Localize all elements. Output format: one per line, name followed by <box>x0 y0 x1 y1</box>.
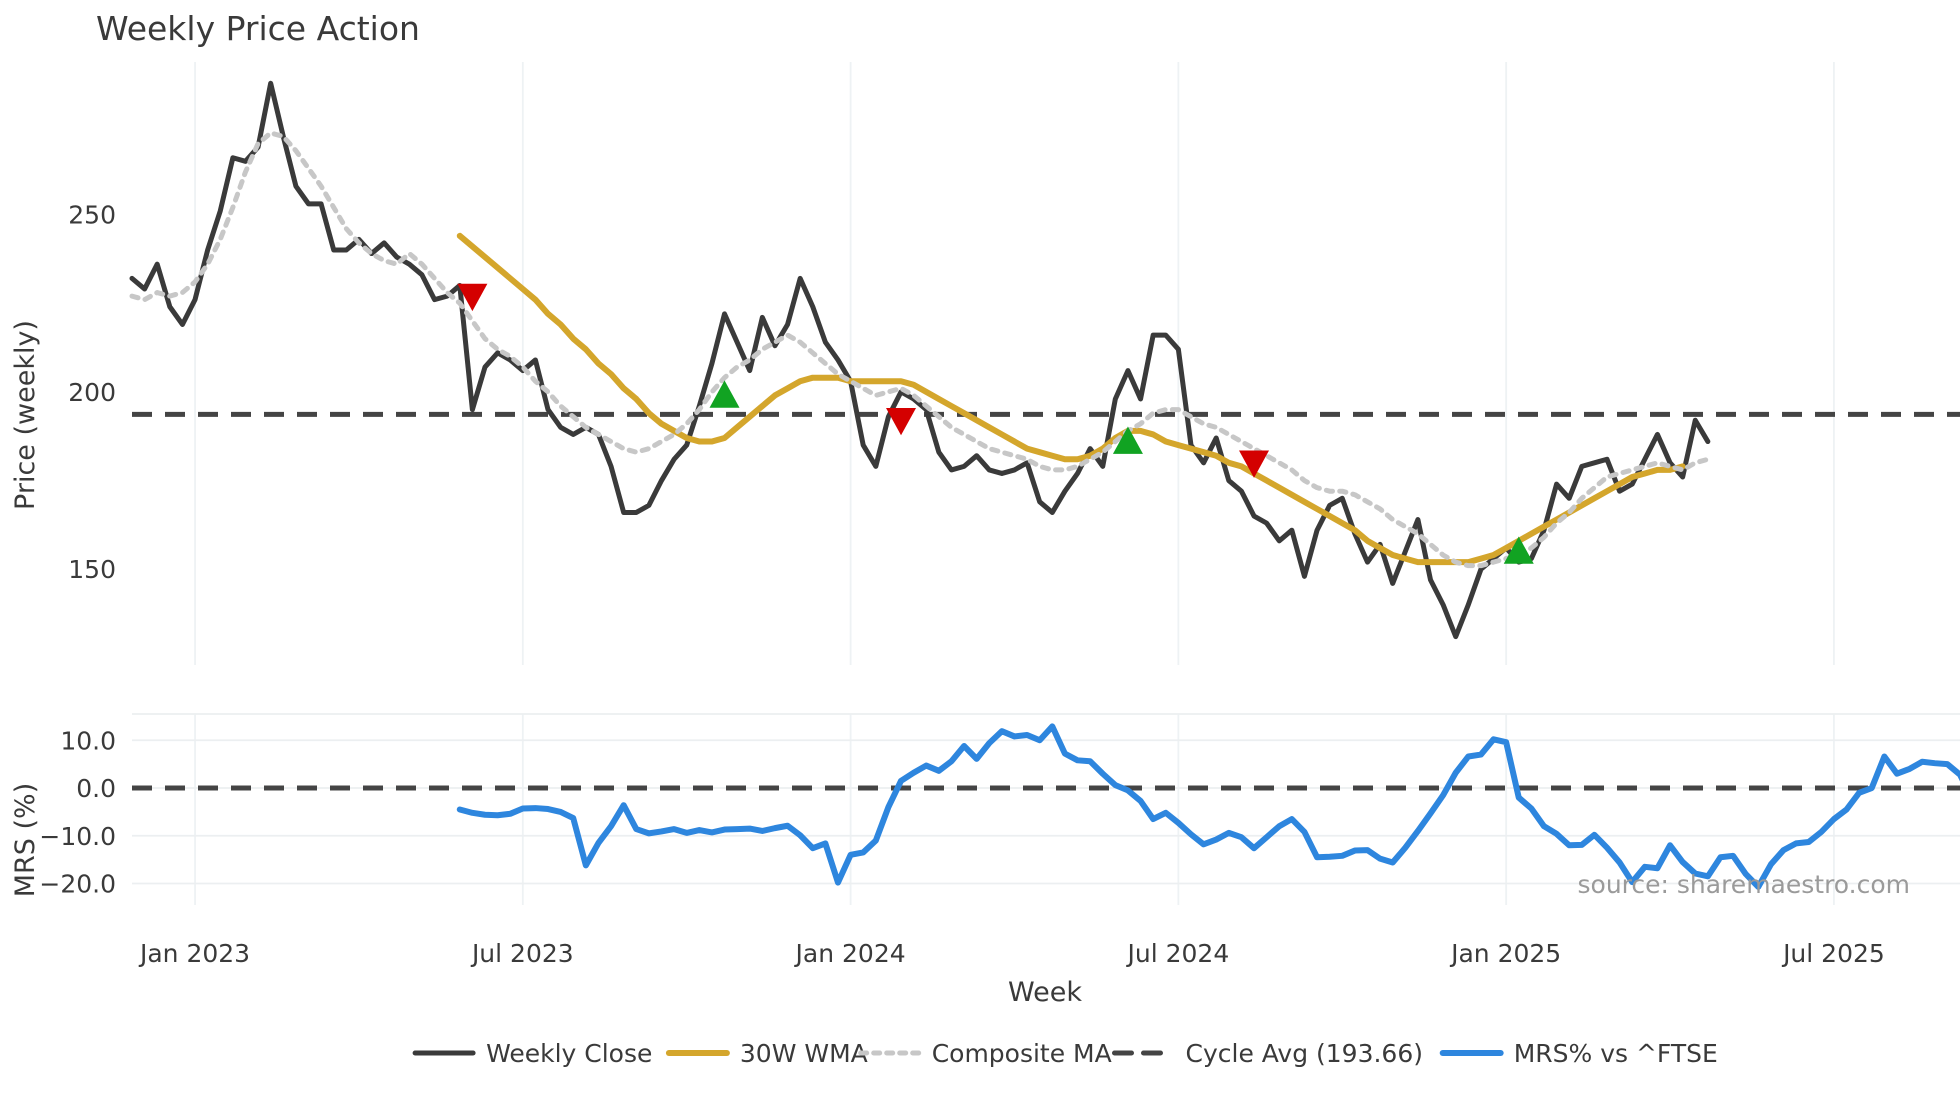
page-title: Weekly Price Action <box>96 9 420 48</box>
buy-signal-marker <box>1503 536 1534 564</box>
x-tick-label-0: Jan 2023 <box>138 939 250 968</box>
signal-markers-group <box>457 283 1534 564</box>
price-panel: 150 200 250 Price (weekly) <box>10 62 1960 665</box>
mrs-y-tick-label-0: 10.0 <box>60 726 116 755</box>
series-line-30w-wma <box>456 232 1686 566</box>
legend-label-2: Composite MA <box>932 1039 1112 1068</box>
sell-signal-marker <box>886 407 917 436</box>
x-axis-label: Week <box>1008 977 1082 1008</box>
source-watermark: source: sharemaestro.com <box>1578 870 1911 899</box>
series-line-mrs-vs-ftse <box>456 723 1960 890</box>
price-series-group <box>129 80 1711 640</box>
price-gridlines <box>194 62 1835 665</box>
mrs-y-axis-ticks: 10.0 0.0 −10.0 −20.0 <box>39 726 116 898</box>
x-tick-label-3: Jul 2024 <box>1126 939 1230 968</box>
buy-signal-marker <box>709 380 740 408</box>
price-y-axis-ticks: 150 200 250 <box>68 201 116 585</box>
chart-legend: Weekly Close 30W WMA Composite MA Cycle Avg… <box>412 1039 1718 1068</box>
x-tick-label-1: Jul 2023 <box>470 939 574 968</box>
legend-label-1: 30W WMA <box>740 1039 868 1068</box>
x-tick-label-2: Jan 2024 <box>794 939 906 968</box>
sell-signal-marker <box>1239 450 1270 478</box>
series-line-composite-ma <box>129 130 1711 569</box>
price-y-axis-label: Price (weekly) <box>10 320 41 510</box>
legend-label-0: Weekly Close <box>486 1039 652 1068</box>
legend-label-4: MRS% vs ^FTSE <box>1514 1039 1718 1068</box>
mrs-y-axis-label: MRS (%) <box>10 783 41 898</box>
legend-label-3: Cycle Avg (193.66) <box>1186 1039 1424 1068</box>
sell-signal-marker <box>457 283 488 312</box>
price-y-tick-label-2: 250 <box>68 201 116 230</box>
mrs-y-tick-label-1: 0.0 <box>76 774 116 803</box>
price-y-tick-label-0: 150 <box>68 555 116 584</box>
buy-signal-marker <box>1112 426 1143 454</box>
x-tick-label-4: Jan 2025 <box>1449 939 1561 968</box>
mrs-y-tick-label-3: −20.0 <box>39 870 116 899</box>
mrs-series-group <box>456 723 1960 890</box>
mrs-y-tick-label-2: −10.0 <box>39 822 116 851</box>
series-line-weekly-close <box>129 80 1711 640</box>
mrs-panel: 10.0 0.0 −10.0 −20.0 MRS (%) source: sharem… <box>10 713 1960 905</box>
x-axis-ticks: Jan 2023 Jul 2023 Jan 2024 Jul 2024 Jan 2025… <box>138 939 1885 968</box>
price-y-tick-label-1: 200 <box>68 378 116 407</box>
x-tick-label-5: Jul 2025 <box>1781 939 1885 968</box>
